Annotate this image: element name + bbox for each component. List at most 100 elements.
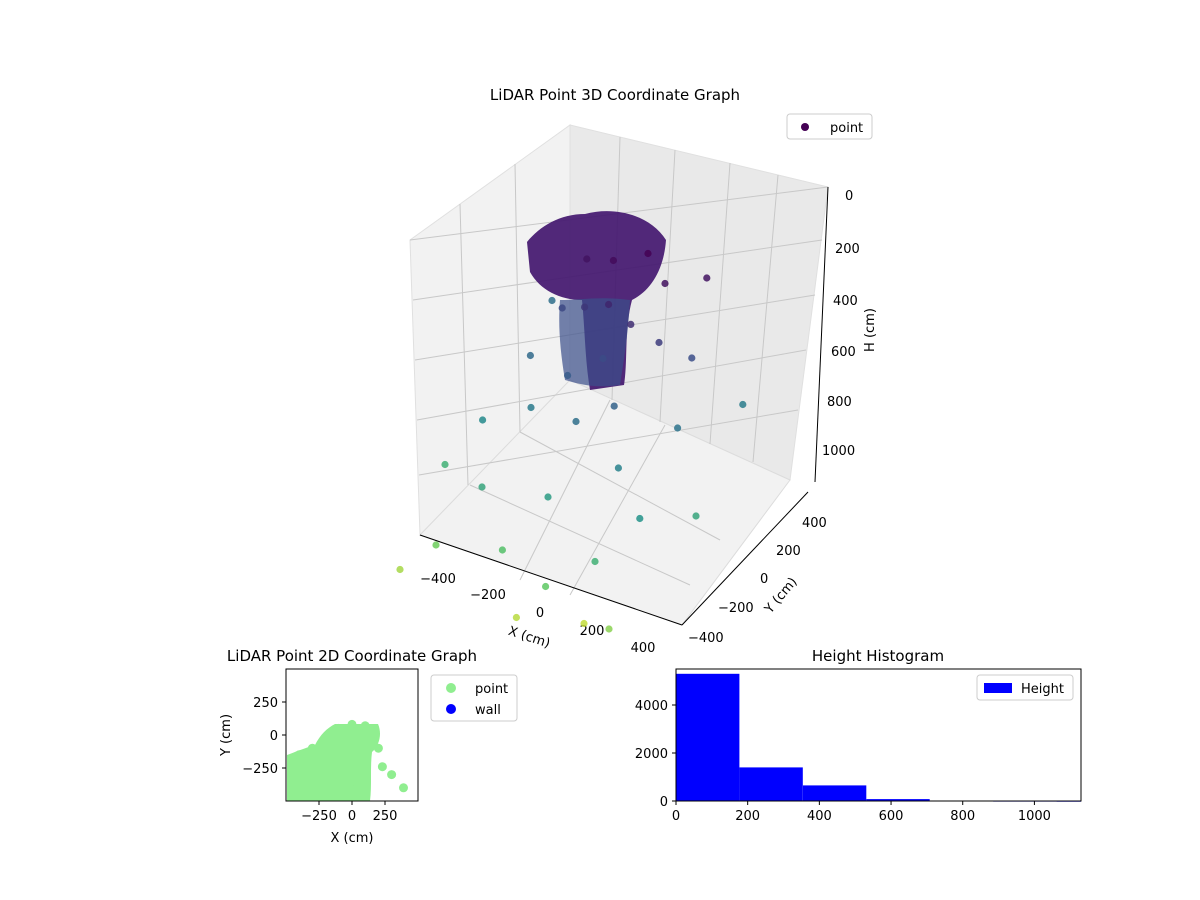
z-ticks-3d: 0 200 400 600 800 1000 [822,189,860,459]
scatter-point [655,338,663,347]
x-tick-label: −200 [470,588,506,603]
legend-point-marker [446,683,456,693]
legend-wall-marker [446,704,456,714]
scatter-point [599,354,607,363]
scatter-point [591,557,599,566]
scatter-point [609,256,618,265]
x-tick-label: −250 [301,809,337,824]
legend-height-label: Height [1021,682,1064,697]
x-axis-label-3d: X (cm) [506,624,552,652]
scatter-point [542,582,550,591]
ticks-2d: −250 0 250 −250 0 250 [242,696,397,824]
scatter-point [581,303,589,311]
histogram-bar [739,767,803,801]
scatter-point [548,296,556,305]
scatter-point [605,625,613,633]
x-axis-line [419,534,683,626]
x-tick-label: 200 [735,809,760,824]
legend-point-label: point [830,121,863,136]
z-axis-label-3d: H (cm) [863,308,878,352]
chart-3d-title: LiDAR Point 3D Coordinate Graph [490,86,740,104]
x-tick-label: 250 [373,809,398,824]
scatter-point [526,351,535,360]
y-tick-label: 250 [253,696,278,711]
scatter-point [580,619,588,628]
scatter-point [558,304,566,312]
scatter-point [334,723,344,733]
x-tick-label: −400 [420,572,456,587]
y-ticks-3d: −400 −200 0 200 400 [688,516,827,646]
scatter-point [387,770,397,780]
x-tick-label: 600 [879,809,904,824]
plot-frame-hist [675,668,1082,802]
y-tick-label: 0 [660,795,668,810]
scatter-point [432,541,440,549]
histogram-bars [676,673,1081,802]
scatter-point [739,400,747,409]
legend-point-marker [801,123,809,131]
x-tick-label: 200 [580,624,605,639]
ticks-hist: 0 200 400 600 800 1000 0 2000 4000 [635,699,1051,824]
x-tick-label: 0 [672,809,680,824]
y-tick-label: 0 [270,729,278,744]
scatter-point [347,776,357,786]
scatter-point [627,320,635,328]
scatter-point [369,730,379,740]
scatter-2d-area [287,719,408,801]
histogram-bar [676,673,740,801]
point-cluster-mid [559,298,630,387]
y-tick-label: 200 [776,544,801,559]
histogram-title: Height Histogram [812,647,944,665]
scatter-point [572,417,580,426]
z-tick-label: 800 [827,395,852,410]
scatter-point [321,737,331,747]
y-tick-label: −250 [242,762,278,777]
x-tick-label: 800 [950,809,975,824]
scatter-point [605,300,613,309]
y-tick-label: −200 [718,601,754,616]
scatter-point [610,402,618,410]
scatter-point [347,719,357,729]
y-axis-line [681,491,809,626]
scatter-point [527,403,535,412]
z-tick-label: 1000 [822,444,855,459]
y-tick-label: 4000 [635,699,668,714]
scatter-point [688,354,696,362]
legend-wall-label: wall [475,703,501,718]
scatter-point [644,249,652,258]
legend-hist: Height [976,674,1074,701]
scatter-point [377,762,387,772]
scatter-point [478,483,486,491]
legend-3d: point [786,113,873,140]
legend-2d: point wall [430,674,518,722]
scatter-point [498,546,506,554]
scatter-point [360,763,370,773]
chart-2d: LiDAR Point 2D Coordinate Graph −250 0 250… [219,647,518,846]
y-tick-label: −400 [688,631,724,646]
scatter-point [321,783,331,793]
scatter-points-3d [396,249,747,633]
chart-3d: LiDAR Point 3D Coordinate Graph −400 −20… [396,86,878,656]
y-tick-label: 2000 [635,747,668,762]
scatter-point [636,514,644,523]
z-tick-label: 600 [831,345,856,360]
scatter-point [692,512,700,520]
y-tick-label: 0 [760,572,768,587]
z-tick-label: 0 [845,189,853,204]
x-axis-label-2d: X (cm) [331,831,374,846]
z-tick-label: 200 [835,242,860,257]
z-tick-label: 400 [833,294,858,309]
legend-point-label: point [475,682,508,697]
scatter-point [441,460,449,469]
scatter-point [661,279,669,288]
scatter-point [479,416,487,424]
legend-height-swatch [984,683,1012,693]
histogram-bar [802,785,867,801]
scatter-point [703,274,711,282]
chart-histogram: Height Histogram 0 200 400 600 800 1000 0 2000 4… [635,647,1082,824]
scatter-point [564,371,572,380]
scatter-point [396,565,404,574]
scatter-point [614,464,623,472]
scatter-point [288,783,298,793]
